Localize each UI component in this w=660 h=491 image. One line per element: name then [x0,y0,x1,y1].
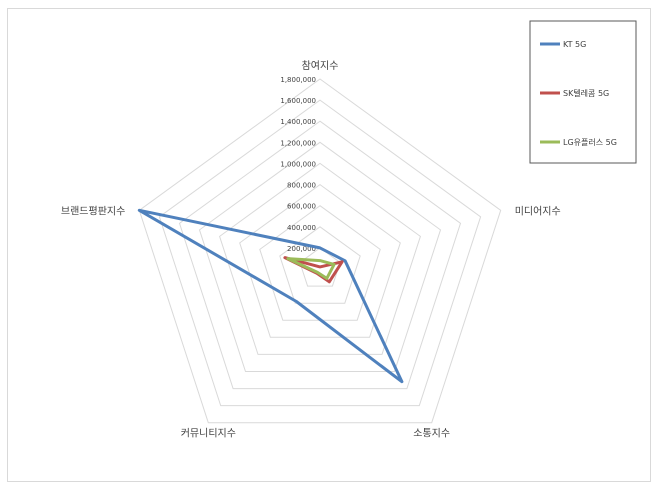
grid-ring [138,78,502,424]
series-line [286,257,336,280]
axis-label: 커뮤니티지수 [181,428,236,440]
legend-label: SK텔레콤 5G [563,89,609,98]
axis-label: 참여지수 [302,60,339,72]
tick-label: 1,600,000 [280,97,316,105]
tick-layer: 200,000 400,000 600,000 800,000 1,000,000 1,2… [280,76,316,253]
series-line [137,208,404,384]
grid-ring [219,162,421,355]
axis-label: 브랜드평판지수 [61,205,125,217]
axis-label: 소통지수 [413,428,450,440]
tick-label: 1,800,000 [280,76,316,84]
grid-layer [138,78,502,424]
axis-label: 미디어지수 [515,205,561,217]
tick-label: 200,000 [287,245,316,253]
grid-ring [279,226,361,304]
legend-label: KT 5G [563,40,586,49]
tick-label: 800,000 [287,182,316,190]
grid-ring [198,141,442,372]
tick-label: 1,400,000 [280,118,316,126]
tick-label: 1,200,000 [280,139,316,147]
grid-ring [178,120,462,390]
tick-label: 400,000 [287,224,316,232]
series-layer [137,208,404,384]
grid-ring [158,99,482,407]
legend: KT 5G SK텔레콤 5G LG유플러스 5G [529,20,637,164]
legend-label: LG유플러스 5G [563,138,617,147]
tick-label: 1,000,000 [280,160,316,168]
tick-label: 600,000 [287,203,316,211]
